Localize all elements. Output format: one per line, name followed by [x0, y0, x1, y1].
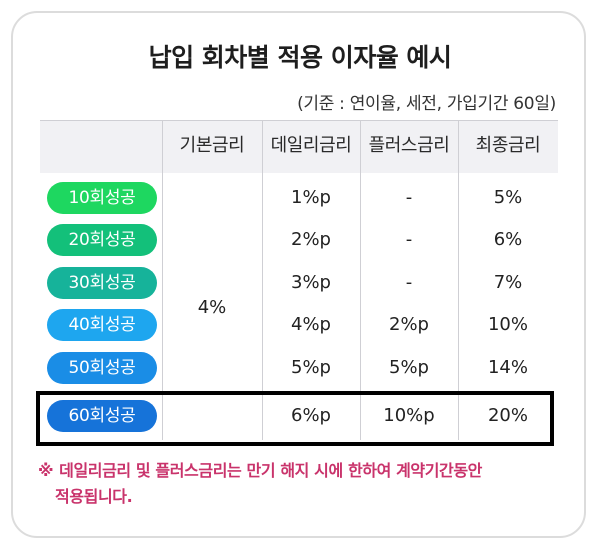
header-base-rate: 기본금리 — [179, 135, 245, 156]
column-divider — [360, 120, 361, 440]
base-rate-value: 4% — [197, 297, 227, 318]
note-line-2: 적용됩니다. — [55, 487, 133, 506]
plus-rate-cell: 10%p — [383, 405, 435, 426]
plus-rate-cell: 2%p — [389, 314, 429, 336]
table-header — [40, 120, 558, 173]
final-rate-cell: 10% — [487, 314, 528, 336]
plus-rate-cell: 5%p — [389, 356, 429, 378]
daily-rate-cell: 5%p — [291, 356, 331, 378]
header-final-rate: 최종금리 — [475, 135, 541, 156]
round-badge-6: 60회성공 — [47, 400, 157, 432]
daily-rate-cell: 2%p — [291, 229, 331, 251]
round-badge-2: 20회성공 — [47, 224, 157, 257]
plus-rate-cell: - — [405, 229, 413, 251]
daily-rate-cell: 6%p — [291, 405, 331, 426]
final-rate-cell: 7% — [493, 271, 523, 293]
round-badge-3: 30회성공 — [47, 266, 157, 299]
basis-note: (기준 : 연이율, 세전, 가입기간 60일) — [297, 94, 556, 114]
final-rate-cell: 20% — [487, 405, 528, 426]
page-title: 납입 회차별 적용 이자율 예시 — [148, 43, 452, 72]
round-badge-4: 40회성공 — [47, 309, 157, 342]
column-divider — [262, 120, 263, 440]
daily-rate-cell: 1%p — [291, 187, 331, 208]
daily-rate-cell: 3%p — [291, 271, 331, 293]
plus-rate-cell: - — [405, 271, 413, 293]
header-plus-rate: 플러스금리 — [368, 135, 450, 156]
note-mark: ※ — [38, 461, 54, 480]
final-rate-cell: 5% — [493, 187, 523, 208]
note-line-1: 데일리금리 및 플러스금리는 만기 해지 시에 한하여 계약기간동안 — [59, 461, 482, 480]
daily-rate-cell: 4%p — [291, 314, 331, 336]
round-badge-5: 50회성공 — [47, 351, 157, 384]
plus-rate-cell: - — [405, 187, 413, 208]
final-rate-cell: 14% — [487, 356, 528, 378]
column-divider — [162, 120, 163, 440]
header-daily-rate: 데일리금리 — [270, 135, 352, 156]
final-rate-cell: 6% — [493, 229, 523, 251]
column-divider — [458, 120, 459, 440]
round-badge-1: 10회성공 — [47, 182, 157, 214]
highlight-box — [36, 391, 554, 446]
footnote: ※ 데일리금리 및 플러스금리는 만기 해지 시에 한하여 계약기간동안 적용됩니… — [38, 458, 568, 510]
